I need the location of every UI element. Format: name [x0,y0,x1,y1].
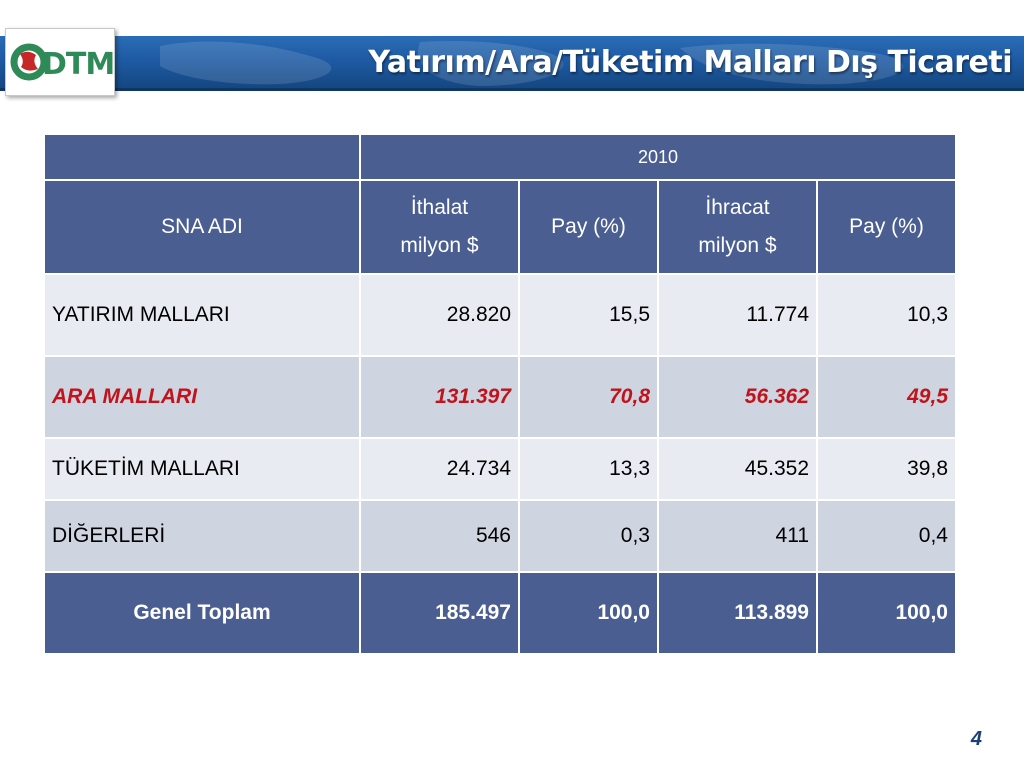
header-band [0,36,1024,90]
total-pay1: 100,0 [518,571,659,655]
pay1-value: 15,5 [518,273,659,357]
slide-title: Yatırım/Ara/Tüketim Malları Dış Ticareti [368,45,1012,80]
ihracat-value: 411 [657,499,818,573]
total-ihracat: 113.899 [657,571,818,655]
pay1-value: 70,8 [518,355,659,439]
ihracat-value: 11.774 [657,273,818,357]
col-header-ihracat-line1: İhracat [705,196,770,219]
ithalat-value: 546 [359,499,520,573]
total-ithalat: 185.497 [359,571,520,655]
header-underline [0,88,1024,91]
col-header-ithalat: İthalat milyon $ [359,179,520,275]
table-row-highlighted: ARA MALLARI 131.397 70,8 56.362 49,5 [43,355,957,439]
col-header-ithalat-line1: İthalat [410,196,469,219]
row-name: ARA MALLARI [43,355,361,439]
logo-text: DTM [42,47,114,82]
row-name: TÜKETİM MALLARI [43,437,361,501]
col-header-ithalat-line2: milyon $ [400,234,479,257]
year-header: 2010 [359,133,957,181]
table-row: DİĞERLERİ 546 0,3 411 0,4 [43,499,957,573]
pay2-value: 10,3 [816,273,957,357]
total-label: Genel Toplam [43,571,361,655]
page-number: 4 [970,728,982,750]
row-name: YATIRIM MALLARI [43,273,361,357]
total-pay2: 100,0 [816,571,957,655]
trade-table: 2010 SNA ADI İthalat milyon $ Pay (%) İh… [43,133,957,655]
year-header-row: 2010 [43,133,957,181]
ithalat-value: 131.397 [359,355,520,439]
empty-header-cell [43,133,361,181]
dtm-logo-icon: DTM [10,43,114,82]
pay1-value: 13,3 [518,437,659,501]
dtm-logo: DTM [5,28,115,96]
col-header-pay-2: Pay (%) [816,179,957,275]
col-header-ihracat-line2: milyon $ [698,234,777,257]
ithalat-value: 28.820 [359,273,520,357]
ithalat-value: 24.734 [359,437,520,501]
pay2-value: 0,4 [816,499,957,573]
pay2-value: 39,8 [816,437,957,501]
world-map-decoration [160,40,904,86]
ihracat-value: 56.362 [657,355,818,439]
ihracat-value: 45.352 [657,437,818,501]
col-header-pay-1: Pay (%) [518,179,659,275]
table-row: TÜKETİM MALLARI 24.734 13,3 45.352 39,8 [43,437,957,501]
total-row: Genel Toplam 185.497 100,0 113.899 100,0 [43,571,957,655]
pay2-value: 49,5 [816,355,957,439]
row-name: DİĞERLERİ [43,499,361,573]
column-header-row: SNA ADI İthalat milyon $ Pay (%) İhracat… [43,179,957,275]
col-header-ihracat: İhracat milyon $ [657,179,818,275]
col-header-sna: SNA ADI [43,179,361,275]
table-row: YATIRIM MALLARI 28.820 15,5 11.774 10,3 [43,273,957,357]
pay1-value: 0,3 [518,499,659,573]
